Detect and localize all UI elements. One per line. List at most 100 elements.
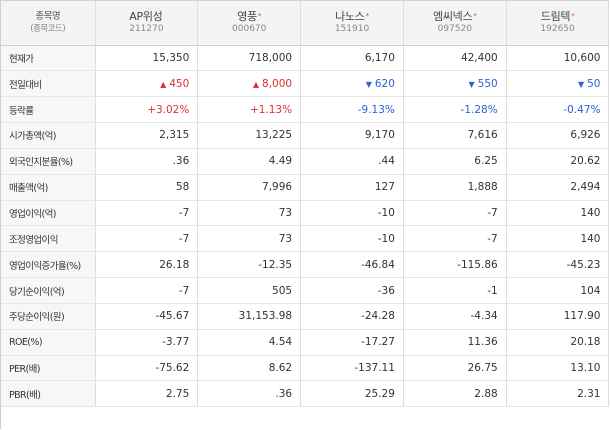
table-row: PER(배) -75.62 8.62 -137.11 26.75 13.10 [1, 355, 610, 382]
star-icon: * [571, 12, 575, 21]
down-arrow-icon: ▼ [468, 79, 475, 89]
cell-value: 15,350 [152, 51, 190, 64]
value-cell: -137.11 [300, 355, 404, 382]
cell-value: .36 [172, 155, 190, 168]
value-cell: -46.84 [300, 251, 404, 279]
value-cell: ▼ 50 [506, 70, 610, 98]
value-cell: -12.35 [197, 251, 302, 279]
table-row: 영업이익증가율(%) 26.18 -12.35 -46.84 -115.86 -45.23 [1, 251, 610, 279]
value-cell: -7 [403, 225, 507, 253]
cell-value: .44 [378, 155, 395, 168]
cell-value: 104 [580, 284, 601, 297]
stock-header[interactable]: 나노스* 151910 [300, 1, 404, 46]
cell-value: 6,170 [364, 51, 395, 64]
cell-value: 13.10 [570, 362, 601, 375]
cell-value: 2,315 [159, 129, 190, 142]
cell-value: -7 [487, 232, 498, 245]
value-cell: -4.34 [403, 303, 507, 330]
value-cell: .36 [95, 148, 199, 175]
cell-value: 450 [169, 77, 190, 90]
cell-value: -17.27 [361, 336, 395, 349]
value-cell: +1.13% [197, 96, 302, 124]
value-cell: -7 [95, 200, 199, 227]
cell-value: 550 [477, 77, 498, 90]
down-arrow-icon: ▼ [577, 79, 585, 89]
value-cell: 58 [95, 174, 199, 201]
cell-value: -4.34 [470, 310, 498, 323]
cell-value: 20.62 [570, 155, 601, 168]
stock-header[interactable]: 영풍* 000670 [197, 1, 302, 46]
value-cell: 25.29 [300, 380, 404, 408]
cell-value: 505 [272, 284, 293, 297]
down-arrow-icon: ▼ [365, 79, 372, 89]
cell-value: -75.62 [155, 362, 190, 375]
cell-value: -115.86 [457, 258, 498, 271]
row-label: 주당순이익(원) [1, 303, 96, 330]
value-cell: 140 [506, 225, 610, 253]
stock-header[interactable]: 엠씨넥스* 097520 [403, 1, 507, 46]
stock-name[interactable]: AP위성 [129, 10, 163, 24]
cell-value: 25.29 [364, 387, 395, 400]
cell-value: -137.11 [354, 362, 395, 375]
row-label: 조정영업이익 [1, 225, 96, 253]
value-cell: 505 [197, 277, 302, 304]
row-label: PBR(배) [1, 380, 96, 408]
row-label: 시가총액(억) [1, 122, 96, 149]
cell-value: -7 [178, 232, 190, 245]
cell-value: 13,225 [255, 129, 293, 142]
stock-code: 211270 [129, 24, 164, 35]
stock-name[interactable]: 엠씨넥스 [433, 10, 473, 24]
stock-name[interactable]: 드림텍 [540, 10, 571, 24]
value-cell: .44 [300, 148, 404, 175]
cell-value: 117.90 [563, 310, 601, 323]
value-cell: 2,494 [506, 174, 610, 201]
cell-value: 58 [175, 181, 190, 194]
cell-value: +1.13% [249, 103, 293, 116]
value-cell: 31,153.98 [197, 303, 302, 330]
stock-code: 151910 [334, 24, 370, 35]
cell-value: 73 [278, 232, 293, 245]
header-row: 종목명 (종목코드) AP위성 211270 영풍* 000670 나노스* 1… [1, 1, 610, 46]
row-label: 영업이익증가율(%) [1, 251, 96, 279]
value-cell: -17.27 [300, 329, 404, 356]
stock-name[interactable]: 나노스 [335, 10, 365, 24]
value-cell: 8.62 [197, 355, 302, 382]
value-cell: 15,350 [95, 45, 199, 72]
value-cell: -1.28% [403, 96, 507, 124]
cell-value: 140 [580, 232, 601, 245]
up-arrow-icon: ▲ [252, 79, 260, 89]
cell-value: -12.35 [258, 258, 293, 271]
table-row: 매출액(억) 58 7,996 127 1,888 2,494 [1, 174, 610, 201]
cell-value: -36 [377, 284, 395, 297]
cell-value: -10 [377, 232, 395, 245]
table-row: PBR(배) 2.75 .36 25.29 2.88 2.31 [1, 380, 610, 408]
value-cell: 26.75 [403, 355, 507, 382]
cell-value: -3.77 [162, 336, 190, 349]
value-cell: -10 [300, 225, 404, 253]
cell-value: 140 [580, 206, 601, 219]
value-cell: -10 [300, 200, 404, 227]
value-cell: ▲ 8,000 [197, 70, 302, 98]
cell-value: 6.25 [474, 155, 498, 168]
value-cell: ▼ 620 [300, 70, 404, 98]
star-icon: * [473, 12, 477, 21]
cell-value: -24.28 [361, 310, 395, 323]
value-cell: 2,315 [95, 122, 199, 149]
stock-code: 000670 [232, 24, 267, 35]
stock-code: 097520 [437, 24, 472, 35]
cell-value: 31,153.98 [238, 310, 293, 323]
table-row: ROE(%) -3.77 4.54 -17.27 11.36 20.18 [1, 329, 610, 356]
cell-value: 26.75 [467, 362, 498, 375]
stock-name[interactable]: 영풍 [237, 10, 257, 24]
stock-header[interactable]: 드림텍* 192650 [506, 1, 610, 46]
cell-value: -10 [377, 206, 395, 219]
value-cell: 4.49 [197, 148, 302, 175]
value-cell: -7 [95, 225, 199, 253]
cell-value: -46.84 [361, 258, 395, 271]
stock-header[interactable]: AP위성 211270 [95, 1, 199, 46]
table-row: 외국인지분율(%) .36 4.49 .44 6.25 20.62 [1, 148, 610, 175]
value-cell: -7 [403, 200, 507, 227]
value-cell: 20.62 [506, 148, 610, 175]
cell-value: -1.28% [460, 103, 498, 116]
